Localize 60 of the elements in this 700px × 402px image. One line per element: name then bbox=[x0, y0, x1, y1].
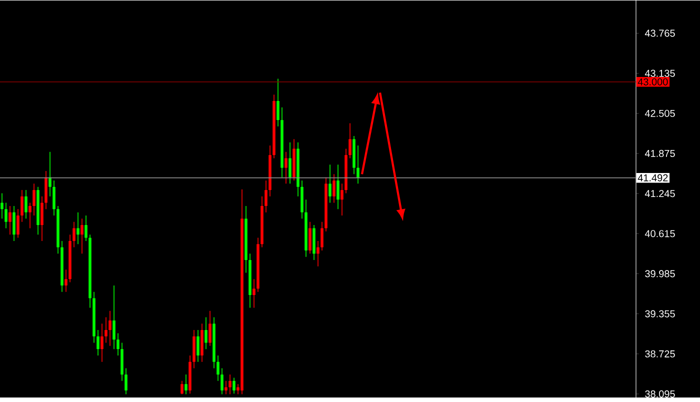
candlestick bbox=[24, 190, 28, 220]
candlestick bbox=[216, 355, 220, 382]
candlestick bbox=[316, 240, 320, 267]
candlestick bbox=[72, 221, 76, 248]
y-tick-label: 41.875 bbox=[644, 150, 675, 158]
candlestick bbox=[184, 374, 188, 395]
candlestick bbox=[40, 196, 44, 242]
candlestick bbox=[204, 316, 208, 350]
candlestick bbox=[332, 174, 336, 204]
candlestick bbox=[276, 78, 280, 127]
candlestick bbox=[12, 206, 16, 242]
candlestick bbox=[264, 180, 268, 213]
candlestick bbox=[336, 164, 340, 210]
ref-line-label: 43.000 bbox=[638, 78, 668, 86]
candlestick bbox=[16, 208, 20, 238]
candlestick bbox=[224, 380, 228, 395]
y-tick-label: 39.355 bbox=[645, 310, 675, 318]
candlestick bbox=[96, 330, 100, 356]
candlestick bbox=[196, 330, 200, 362]
candlestick bbox=[100, 323, 104, 362]
candlestick bbox=[52, 180, 56, 216]
candlestick bbox=[348, 122, 352, 159]
candlestick bbox=[112, 285, 116, 350]
candlestick bbox=[340, 183, 344, 216]
candlestick bbox=[76, 212, 80, 245]
candlestick bbox=[180, 380, 184, 395]
candlestick bbox=[116, 332, 120, 356]
candlestick bbox=[4, 202, 8, 229]
candlestick bbox=[104, 316, 108, 344]
candlestick bbox=[232, 377, 236, 394]
candlestick bbox=[288, 142, 292, 184]
candlestick bbox=[284, 152, 288, 184]
candlestick bbox=[108, 310, 112, 346]
candlestick bbox=[124, 368, 128, 395]
candlestick bbox=[328, 164, 332, 204]
candlestick bbox=[20, 190, 24, 222]
y-tick-label: 38.725 bbox=[645, 350, 675, 358]
candlestick bbox=[252, 278, 256, 308]
y-tick-label: 41.245 bbox=[644, 190, 675, 198]
candlestick bbox=[28, 202, 32, 229]
y-tick-label: 43.135 bbox=[644, 70, 675, 77]
candlestick bbox=[64, 269, 68, 292]
candlestick bbox=[32, 183, 36, 216]
candlestick bbox=[8, 206, 12, 236]
candlestick bbox=[320, 221, 324, 251]
candlestick bbox=[0, 192, 4, 220]
y-tick-label: 39.985 bbox=[645, 270, 675, 278]
y-tick-label: 43.765 bbox=[644, 30, 675, 37]
candlestick bbox=[220, 368, 224, 395]
y-tick-label: 40.615 bbox=[644, 230, 675, 238]
candlestick bbox=[356, 145, 360, 184]
candlestick bbox=[80, 218, 84, 254]
candlestick bbox=[84, 215, 88, 242]
y-tick-label: 38.095 bbox=[645, 390, 675, 398]
ref-line-label: 41.492 bbox=[638, 174, 668, 182]
candlestick bbox=[228, 374, 232, 395]
candlestick bbox=[208, 310, 212, 346]
candlestick bbox=[48, 152, 52, 197]
y-tick-label: 42.505 bbox=[644, 110, 675, 117]
candlestick bbox=[308, 221, 312, 254]
